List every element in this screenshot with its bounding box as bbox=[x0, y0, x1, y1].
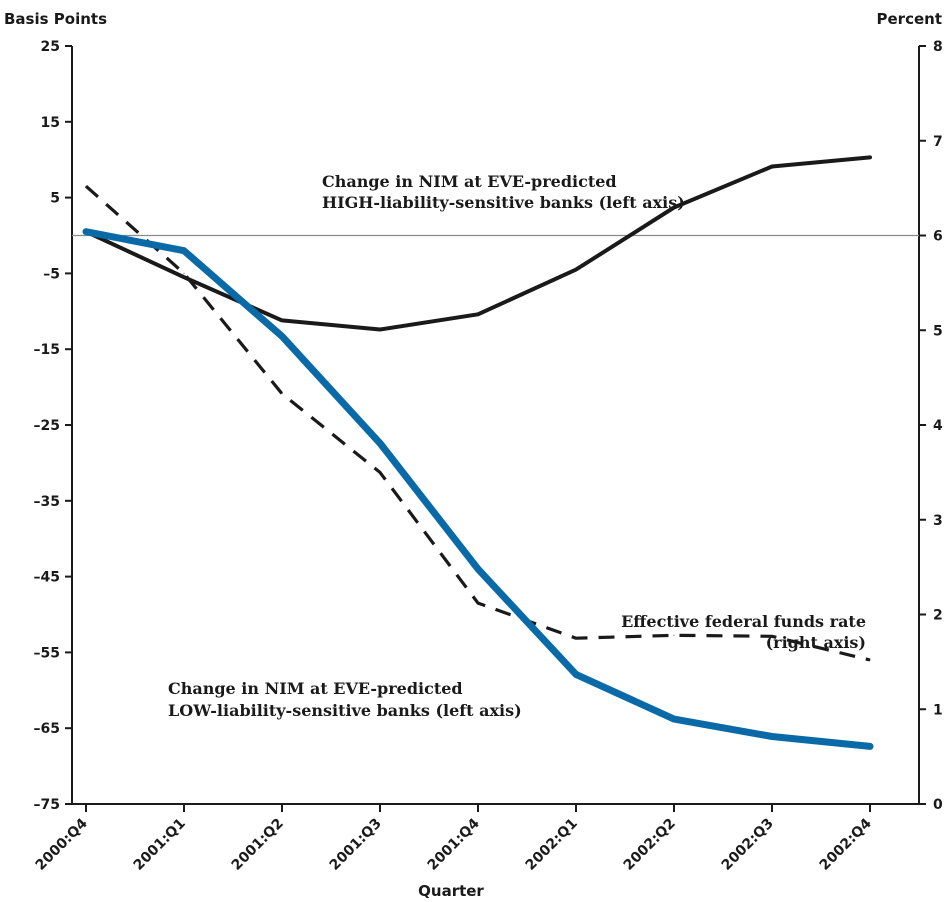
fedfunds-data-point bbox=[673, 634, 675, 636]
x-axis-tick-label: 2001:Q3 bbox=[327, 816, 385, 874]
fedfunds-data-point bbox=[183, 272, 185, 274]
fedfunds-data-point bbox=[771, 635, 773, 637]
left-axis-tick-label: 25 bbox=[41, 39, 60, 55]
left-axis-tick-label: 5 bbox=[50, 191, 60, 207]
low-series-annotation-line-2: LOW-liability-sensitive banks (left axis… bbox=[168, 701, 522, 720]
x-axis-tick-label: 2001:Q1 bbox=[131, 816, 189, 874]
high-data-point bbox=[477, 313, 479, 315]
fedfunds-annotation-line-2: (right axis) bbox=[766, 633, 866, 652]
fedfunds-data-point bbox=[575, 637, 577, 639]
series-lines bbox=[82, 155, 874, 750]
left-axis-title: Basis Points bbox=[4, 10, 107, 28]
right-axis-tick-label: 2 bbox=[933, 608, 943, 624]
left-axis-tick-label: –55 bbox=[34, 645, 60, 661]
right-axis-tick-label: 6 bbox=[933, 229, 943, 245]
right-axis-title: Percent bbox=[877, 10, 942, 28]
right-axis-tick-label: 1 bbox=[933, 702, 943, 718]
x-axis-tick-label: 2001:Q4 bbox=[425, 815, 483, 873]
high-series-annotation-line-1: Change in NIM at EVE-predicted bbox=[322, 172, 617, 191]
right-axis-tick-label: 4 bbox=[933, 418, 943, 434]
right-axis-tick-label: 7 bbox=[933, 134, 943, 150]
left-axis-tick-label: 15 bbox=[41, 115, 60, 131]
left-axis-tick-label: –45 bbox=[34, 570, 60, 586]
x-axis-tick-label: 2000:Q4 bbox=[33, 815, 91, 873]
left-axis-tick-label: –75 bbox=[34, 797, 60, 813]
low-data-point bbox=[477, 568, 479, 570]
left-axis-tick-label: –65 bbox=[34, 721, 60, 737]
high-data-point bbox=[771, 166, 773, 167]
right-axis-tick-label: 5 bbox=[933, 323, 943, 339]
x-axis-tick-label: 2002:Q1 bbox=[523, 816, 581, 874]
high-data-point bbox=[673, 207, 675, 208]
right-axis-tick-label: 0 bbox=[933, 797, 943, 813]
low-data-point bbox=[183, 250, 185, 252]
fedfunds-annotation-line-1: Effective federal funds rate bbox=[621, 612, 866, 631]
x-axis-tick-label: 2002:Q4 bbox=[817, 815, 875, 873]
x-axis-title: Quarter bbox=[418, 882, 484, 900]
high-data-point bbox=[869, 156, 871, 158]
high-data-point bbox=[183, 276, 185, 278]
left-axis-tick-label: –25 bbox=[34, 418, 60, 434]
fedfunds-series-line bbox=[84, 185, 871, 662]
high-data-point bbox=[379, 329, 381, 330]
low-data-point bbox=[85, 231, 87, 233]
fedfunds-data-point bbox=[379, 471, 381, 473]
left-axis-tick-label: –35 bbox=[34, 494, 60, 510]
low-data-point bbox=[575, 673, 577, 675]
high-data-point bbox=[281, 319, 283, 321]
low-series-annotation-line-1: Change in NIM at EVE-predicted bbox=[168, 679, 463, 698]
low-data-point bbox=[281, 335, 283, 337]
fedfunds-data-point bbox=[477, 602, 479, 604]
high-data-point bbox=[575, 269, 577, 271]
right-axis-tick-label: 3 bbox=[933, 513, 943, 529]
left-axis-tick-label: –15 bbox=[34, 342, 60, 358]
fedfunds-data-point bbox=[85, 185, 87, 187]
low-data-point bbox=[673, 718, 675, 720]
low-data-point bbox=[379, 442, 381, 444]
fedfunds-data-point bbox=[281, 393, 283, 395]
x-axis-tick-label: 2002:Q3 bbox=[719, 816, 777, 874]
left-axis-tick-label: –5 bbox=[43, 266, 60, 282]
fedfunds-data-point bbox=[869, 659, 871, 661]
low-series-line bbox=[82, 228, 874, 750]
x-axis-tick-label: 2002:Q2 bbox=[621, 816, 679, 874]
right-axis-tick-label: 8 bbox=[933, 39, 943, 55]
low-data-point bbox=[771, 736, 773, 737]
low-data-point bbox=[869, 745, 871, 747]
x-axis-tick-label: 2001:Q2 bbox=[229, 816, 287, 874]
high-series-annotation-line-2: HIGH-liability-sensitive banks (left axi… bbox=[322, 193, 685, 212]
